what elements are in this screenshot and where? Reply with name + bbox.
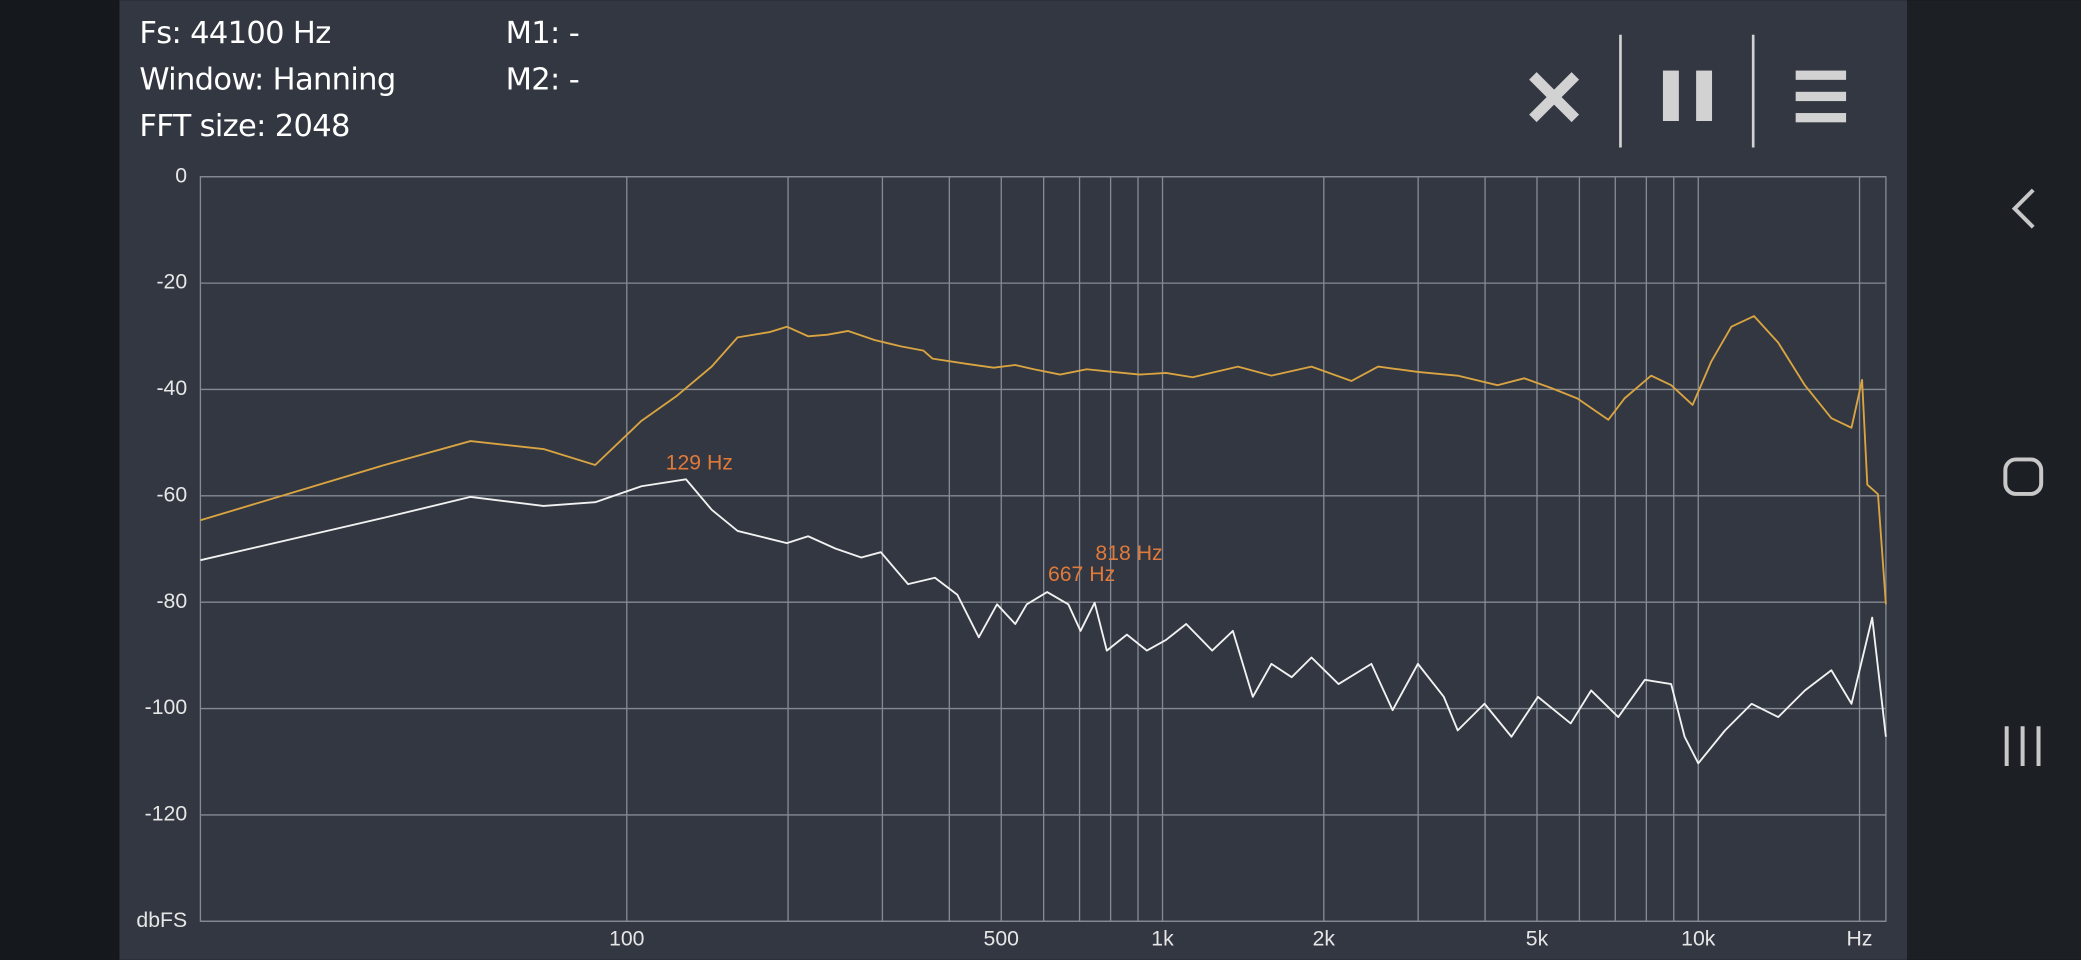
spectrum-line [200, 315, 1887, 605]
y-tick-label: -20 [156, 271, 187, 294]
y-tick-label: dbFS [136, 909, 187, 932]
marker-2: M2: - [506, 63, 579, 98]
peak-label: 818 Hz [1095, 542, 1162, 565]
y-tick-label: -100 [145, 696, 187, 719]
menu-bar [1795, 113, 1847, 123]
spectrum-line [200, 478, 1887, 765]
nav-bar [1907, 0, 2081, 960]
nav-recents[interactable] [2004, 726, 2041, 767]
plot-border [199, 176, 1887, 922]
app-panel [119, 0, 1908, 960]
y-tick-label: -80 [156, 590, 187, 613]
plot: 0 -20 -40 -60 -80 -100 -120 dbFS 100 500 1k 2k 5k 10k… [136, 164, 1887, 950]
peak-label: 667 Hz [1048, 563, 1115, 586]
x-tick-label: 100 [609, 927, 644, 950]
nav-back[interactable] [2011, 188, 2035, 229]
x-tick-label: 500 [984, 927, 1019, 950]
x-tick-label: 2k [1313, 927, 1336, 950]
close-button[interactable] [1529, 72, 1580, 123]
pause-bar [1662, 70, 1679, 122]
marker-1: M1: - [506, 16, 579, 51]
pause-button[interactable] [1662, 70, 1713, 122]
window-type: Window: Hanning [139, 63, 395, 98]
x-tick-label: Hz [1847, 927, 1873, 950]
x-tick-label: 10k [1681, 927, 1716, 950]
y-tick-label: -120 [145, 803, 187, 826]
sample-rate: Fs: 44100 Hz [139, 16, 330, 51]
menu-button[interactable] [1795, 70, 1847, 123]
y-tick-label: -60 [156, 483, 187, 506]
menu-bar [1795, 70, 1847, 80]
menu-bar [1795, 91, 1847, 102]
peak-label: 129 Hz [666, 452, 733, 475]
fft-size: FFT size: 2048 [139, 109, 349, 144]
close-icon [1529, 72, 1580, 123]
y-tick-label: -40 [156, 377, 187, 400]
nav-recents-icon [2004, 726, 2041, 767]
nav-home[interactable] [2003, 457, 2044, 496]
x-tick-label: 5k [1526, 927, 1549, 950]
pause-bar [1696, 70, 1713, 122]
y-tick-label: 0 [175, 164, 187, 187]
x-tick-label: 1k [1151, 927, 1174, 950]
